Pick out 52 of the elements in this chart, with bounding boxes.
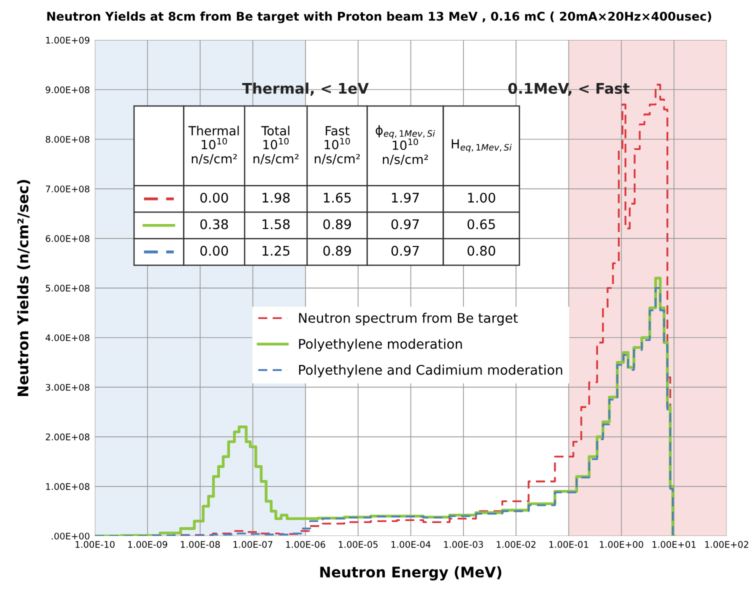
x-tick-label: 1.00E+02 — [705, 541, 748, 548]
annotation: 0.97 — [391, 246, 419, 256]
y-tick-label: 3.00E+08 — [46, 384, 90, 391]
y-tick-label: 6.00E+08 — [46, 235, 90, 242]
annotation: 1.98 — [262, 192, 290, 203]
x-tick-label: 1.00E+00 — [600, 541, 644, 548]
x-tick-label: 1.00E-05 — [338, 541, 378, 548]
y-tick-label: .00E+00 — [52, 532, 90, 540]
annotation: H$_{eq,1Mev,Si}$ — [452, 139, 512, 152]
x-tick-label: 1.00E-10 — [76, 541, 115, 548]
annotation: 0.38 — [200, 219, 228, 230]
annotation: 1.97 — [392, 192, 419, 203]
annotation: 0.65 — [468, 219, 495, 230]
annotation: 0.00 — [200, 246, 228, 256]
annotation: 0.80 — [468, 246, 496, 256]
x-tick-label: 1.00E-02 — [496, 541, 536, 548]
annotation: 1.65 — [324, 192, 351, 203]
y-axis-title: Neutron Yields (n/cm²/sec) — [17, 180, 30, 396]
annotation: Thermal 10$^{10}$ n/s/cm² — [188, 126, 239, 164]
x-tick-label: 1.00E-07 — [234, 541, 272, 548]
annotation: Fast 10$^{10}$ n/s/cm² — [314, 126, 360, 164]
legend-label: Polyethylene moderation — [299, 338, 462, 352]
annotation: 0.89 — [323, 219, 351, 230]
annotation: 1.58 — [262, 219, 290, 230]
band-label: 0.1MeV, < Fast — [508, 82, 630, 96]
annotation: 0.97 — [391, 219, 419, 230]
annotation: 1.25 — [262, 246, 290, 256]
x-tick-label: 1.00E-06 — [286, 541, 326, 548]
y-tick-label: 1.00E+08 — [46, 483, 90, 490]
y-tick-label: 4.00E+08 — [46, 334, 90, 342]
x-axis-title: Neutron Energy (MeV) — [320, 566, 502, 580]
y-tick-label: 8.00E+08 — [46, 136, 90, 143]
x-tick-label: 1.00E-04 — [391, 541, 431, 548]
band-label: Thermal, < 1eV — [242, 82, 369, 96]
annotation: Total 10$^{10}$ n/s/cm² — [254, 126, 299, 164]
legend-label: Polyethylene and Cadimium moderation — [299, 364, 562, 378]
y-tick-label: 9.00E+08 — [46, 86, 90, 94]
annotation: 0.00 — [200, 192, 228, 203]
x-tick-label: 1.00E-09 — [128, 541, 168, 548]
annotation: 1.00 — [468, 192, 496, 203]
annotation: 0.89 — [323, 246, 351, 256]
x-tick-label: 1.00E-08 — [180, 541, 220, 548]
chart-title: Neutron Yields at 8cm from Be target with Proton beam 13 MeV , 0.16 mC ( 20mA×20Hz×400usec) — [47, 12, 712, 24]
x-tick-label: 1.00E-01 — [549, 541, 588, 548]
y-tick-label: 2.00E+08 — [46, 434, 90, 440]
x-tick-label: 1.00E-03 — [444, 541, 483, 548]
annotation: ϕ$_{eq,1Mev,Si}$ 10$^{10}$ n/s/cm² — [376, 125, 435, 166]
x-tick-label: 1.00E+01 — [652, 541, 696, 548]
y-tick-label: 7.00E+08 — [46, 186, 90, 192]
y-tick-label: 5.00E+08 — [46, 284, 90, 292]
legend-label: Neutron spectrum from Be target — [299, 312, 518, 326]
y-tick-label: 1.00E+09 — [46, 36, 90, 44]
